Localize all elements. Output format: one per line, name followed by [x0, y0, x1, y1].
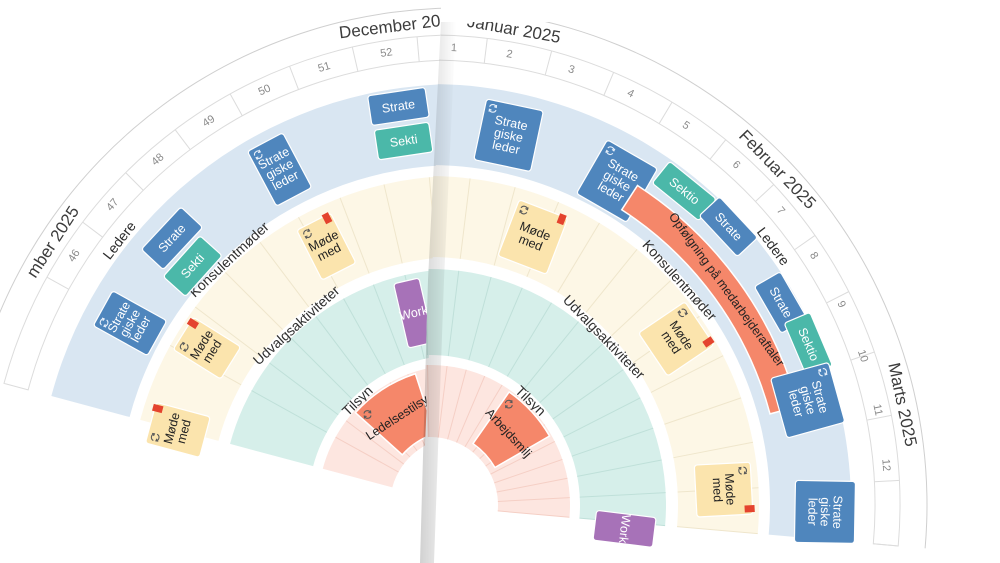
event-card-bg — [297, 213, 356, 280]
event-card-bg — [247, 133, 312, 206]
arbejdsmiljo[interactable]: Arbejdsmilj — [471, 390, 551, 469]
konsulent-band — [420, 176, 759, 534]
event-arc-bg — [354, 372, 436, 456]
recurring-icon — [253, 149, 263, 161]
event-card-bg — [163, 236, 222, 296]
week-number: 9 — [834, 299, 847, 310]
recurring-icon — [677, 308, 689, 318]
event-card-bg — [173, 317, 241, 379]
recurring-icon — [179, 341, 189, 353]
event-label: Strate — [381, 97, 416, 116]
event-label: Work — [616, 514, 634, 545]
event-label: med — [710, 477, 725, 502]
flag-icon — [186, 317, 200, 330]
event-card-bg — [770, 362, 845, 439]
event-card-bg — [639, 302, 714, 376]
week-number: 50 — [257, 82, 273, 98]
flag-icon — [152, 403, 164, 414]
week-number: 3 — [567, 63, 577, 76]
event-card-bg — [592, 510, 657, 548]
event-card-bg — [141, 207, 203, 270]
recurring-icon — [488, 104, 498, 113]
recurring-icon — [99, 317, 109, 328]
event-card-bg — [793, 479, 857, 544]
event-label: leder — [805, 498, 819, 526]
week-number: 5 — [680, 119, 692, 132]
week-number: 10 — [855, 348, 870, 363]
event-card-bg — [498, 200, 568, 275]
recurring-icon — [817, 368, 828, 377]
event-label: leder — [491, 138, 521, 157]
strate-chip-4[interactable]: Strate — [754, 272, 807, 334]
udvalg-band — [421, 269, 666, 526]
event-card-bg — [693, 461, 754, 518]
week-number: 12 — [879, 459, 892, 472]
week-number: 2 — [505, 48, 513, 61]
week-number: 49 — [200, 113, 217, 130]
week-number: 51 — [317, 60, 332, 75]
event-arc-bg — [471, 390, 551, 469]
event-label: giske — [818, 497, 833, 526]
week-number: 8 — [807, 250, 820, 262]
recurring-icon — [303, 228, 312, 239]
week-number: 46 — [66, 247, 83, 264]
recurring-icon — [605, 146, 616, 156]
event-label: Møde — [722, 473, 738, 506]
recurring-icon — [363, 410, 372, 419]
event-label: med — [174, 418, 194, 445]
week-number: 11 — [870, 403, 884, 417]
recurring-icon — [504, 399, 513, 409]
week-number: 1 — [451, 42, 458, 54]
week-number: 52 — [379, 46, 393, 60]
flag-icon — [744, 505, 755, 513]
work-2[interactable]: Work — [592, 510, 657, 548]
flag-icon — [321, 212, 333, 225]
event-card-bg — [93, 291, 167, 356]
recurring-icon — [150, 432, 160, 442]
event-label: Strate — [493, 113, 529, 134]
week-number: 4 — [625, 87, 636, 100]
event-label: Strate — [830, 495, 845, 529]
recurring-icon — [738, 466, 747, 475]
event-label: giske — [493, 125, 525, 145]
event-card-bg — [699, 197, 758, 257]
flag-icon — [702, 336, 715, 348]
recurring-icon — [519, 205, 529, 215]
sekti-chip-2[interactable]: Sekti — [163, 236, 222, 297]
event-card-bg — [145, 402, 211, 458]
week-ring — [3, 34, 441, 391]
event-label: Sekti — [389, 132, 419, 150]
event-card-bg — [473, 98, 544, 172]
flag-icon — [556, 213, 567, 226]
